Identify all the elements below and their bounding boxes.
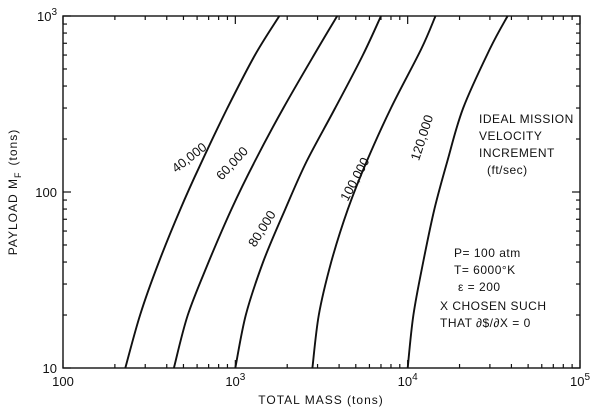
y-tick-label: 10 (43, 361, 57, 376)
velocity-curve-120000 (406, 15, 509, 369)
legend-title-line: INCREMENT (479, 146, 555, 160)
legend-title-line: IDEAL MISSION (479, 112, 574, 126)
curve-label-120000: 120,000 (407, 113, 436, 162)
conditions-annotation: P= 100 atm T= 6000°K ε = 200 X CHOSEN SU… (440, 246, 547, 330)
y-axis-label-subscript: F (13, 171, 23, 178)
velocity-legend-title: IDEAL MISSION VELOCITY INCREMENT (ft/sec… (479, 112, 574, 177)
condition-line: THAT ∂$/∂X = 0 (440, 316, 531, 330)
velocity-curve-100000 (311, 15, 437, 369)
condition-line: T= 6000°K (454, 263, 516, 277)
velocity-curve-40000 (124, 15, 281, 369)
curve-label-60000: 60,000 (213, 144, 251, 183)
legend-title-line: VELOCITY (479, 129, 542, 143)
condition-line: ε = 200 (458, 280, 501, 294)
legend-title-line: (ft/sec) (487, 163, 528, 177)
y-axis-label-unit: (tons) (6, 129, 20, 166)
condition-line: X CHOSEN SUCH (440, 299, 547, 313)
y-tick-label: 100 (35, 185, 57, 200)
velocity-curve-60000 (172, 15, 339, 369)
x-tick-label: 105 (570, 372, 590, 389)
velocity-curve-80000 (234, 15, 382, 369)
y-axis-label-main: PAYLOAD M (6, 178, 20, 255)
x-tick-label: 103 (225, 372, 245, 389)
condition-line: P= 100 atm (454, 246, 521, 260)
x-tick-label: 104 (398, 372, 418, 389)
x-tick-label: 100 (52, 374, 74, 389)
y-axis-label: PAYLOAD MF (tons) (6, 129, 23, 255)
curve-label-80000: 80,000 (245, 208, 279, 250)
curves-group (124, 15, 509, 369)
curve-label-100000: 100,000 (337, 155, 372, 204)
y-tick-label: 103 (37, 7, 57, 24)
x-axis-label: TOTAL MASS (tons) (258, 393, 383, 407)
